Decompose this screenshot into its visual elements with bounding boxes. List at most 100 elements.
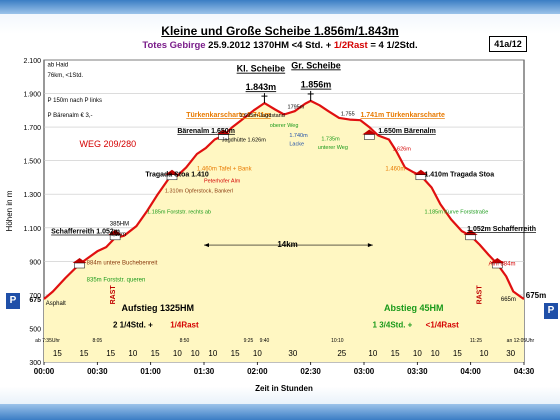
time-block-label: 15 — [80, 349, 89, 358]
y-tick-label: 1.900 — [23, 92, 41, 99]
chart-annotation: Türkenkarscharte 1.741m — [186, 112, 270, 119]
chart-annotation: 1.460m Tafel + Bank — [197, 167, 253, 173]
time-block-label: 30 — [288, 349, 297, 358]
x-tick-label: 01:30 — [194, 367, 215, 376]
chart-annotation: 675m — [526, 291, 546, 300]
chart-annotation: 1.856m — [301, 80, 332, 90]
rast-label: RAST — [110, 285, 117, 305]
chart-annotation: 1.310m Opferstock, Bankerl — [165, 189, 233, 195]
y-tick-label: 900 — [29, 259, 41, 266]
chart-annotation: P Bärenalm € 3,- — [48, 113, 93, 119]
chart-annotation: 1.185m Kurve Forststraße — [424, 210, 488, 216]
chart-annotation: ab Haid — [48, 63, 69, 69]
chart-annotation: 884m untere Buchebenreit — [87, 261, 158, 267]
chart-annotation: 76km, <1Std. — [48, 73, 84, 79]
x-tick-label: 03:00 — [354, 367, 375, 376]
y-tick-label: 1.100 — [23, 226, 41, 233]
y-tick-label: 500 — [29, 326, 41, 333]
chart-annotation: 1.185m Forststr. rechts ab — [147, 210, 211, 216]
chart-annotation: 835m Forststr. queren — [87, 277, 146, 283]
y-axis-label: Höhen in m — [5, 190, 14, 231]
house-roof — [165, 169, 179, 175]
chart-annotation: Kl. Scheibe — [237, 64, 286, 74]
parking-icon-left: P — [6, 293, 20, 309]
chart-annotation: <1/4Rast — [426, 321, 459, 330]
time-block-label: 15 — [231, 349, 240, 358]
subtitle-total: = 4 1/2Std. — [367, 40, 418, 51]
chart-annotation: 1 3/4Std. + — [373, 321, 413, 330]
chart-annotation: Peterhofer Alm — [204, 178, 241, 184]
x-tick-label: 04:00 — [460, 367, 481, 376]
clock-time-label: 10:10 — [331, 338, 344, 344]
house-roof — [413, 169, 428, 175]
y-tick-label: 2.100 — [23, 58, 41, 65]
chart-annotation: 1.843m — [246, 82, 277, 92]
time-block-label: 15 — [151, 349, 160, 358]
profile-area-layer — [43, 99, 525, 363]
chart-annotation: 1.741m Türkenkarscharte — [360, 112, 445, 119]
chart-annotation: 1.755 — [341, 111, 355, 117]
time-block-label: 10 — [191, 349, 200, 358]
subtitle-rast: 1/2Rast — [333, 40, 368, 51]
x-tick-label: 02:00 — [247, 367, 268, 376]
chart-annotation: Jagdhütte 1.626m — [222, 137, 266, 143]
house-body — [415, 174, 427, 181]
time-block-label: 15 — [453, 349, 462, 358]
house-body — [465, 234, 476, 241]
chart-annotation: 385HM — [110, 221, 129, 227]
chart-annotation: Asphalt — [46, 301, 66, 307]
time-block-label: 25 — [337, 349, 346, 358]
chart-annotation: oberer Weg — [270, 123, 299, 129]
chart-annotation: Lacke — [289, 142, 304, 148]
chart-annotation: Aufstieg 1325HM — [122, 303, 195, 313]
time-block-label: 10 — [413, 349, 422, 358]
bottom-gradient-bar — [0, 404, 560, 420]
chart-annotation: 1.650m Bärenalm — [378, 128, 436, 135]
profile-line — [43, 99, 525, 301]
clock-time-label: 8:50 — [180, 338, 190, 344]
distance-arrow-right — [367, 243, 373, 248]
chart-annotation: 1.460m — [385, 167, 405, 173]
chart-annotation: 1/4Rast — [170, 321, 199, 330]
house-roof — [72, 258, 87, 264]
clock-time-label: an 12:05Uhr — [507, 338, 535, 344]
clock-time-label: 9:40 — [260, 338, 270, 344]
chart-annotation: 1.740m — [289, 133, 308, 139]
y-tick-label: 1.300 — [23, 192, 41, 199]
chart-subtitle: Totes Gebirge 25.9.2012 1370HM <4 Std. +… — [0, 40, 560, 51]
top-gradient-bar — [0, 0, 560, 14]
axes-layer: 300 500 700 900 1.100 1.300 1.500 1.700 1.900 2.1… — [5, 58, 535, 393]
x-tick-label: 02:30 — [300, 367, 321, 376]
chart-annotation: Alm 884m — [488, 262, 515, 268]
chart-annotation: 1.052m Schafferreith — [467, 226, 536, 233]
house-body — [166, 174, 178, 181]
house-roof — [463, 229, 478, 235]
chart-annotation: unterer Weg — [318, 145, 348, 151]
time-block-label: 15 — [391, 349, 400, 358]
house-body — [364, 134, 375, 140]
chart-annotation: 14km — [277, 240, 297, 249]
time-block-label: 30 — [506, 349, 515, 358]
time-block-label: 10 — [208, 349, 217, 358]
time-block-label: 10 — [253, 349, 262, 358]
clock-time-label: 11:25 — [470, 338, 482, 344]
time-block-label: 10 — [480, 349, 489, 358]
clock-time-label: 8:05 — [92, 338, 102, 344]
time-block-label: 10 — [431, 349, 440, 358]
subtitle-region: Totes Gebirge — [142, 40, 206, 51]
time-block-label: 10 — [368, 349, 377, 358]
y-tick-label: 1.700 — [23, 125, 41, 132]
distance-arrow-left — [204, 243, 209, 248]
chart-annotation: WEG 209/280 — [80, 139, 137, 149]
chart-annotation: 1.410m Tragada Stoa — [424, 172, 494, 179]
clock-time-label: ab 7:35Uhr — [35, 338, 60, 344]
chart-annotation: Abstieg 45HM — [384, 303, 444, 313]
chart-annotation: 1.695m Jagdstand — [240, 113, 285, 119]
x-tick-label: 00:30 — [87, 367, 108, 376]
house-roof — [216, 129, 231, 135]
chart-annotation: Tragada Stoa 1.410 — [145, 172, 209, 179]
house-body — [109, 234, 121, 241]
x-tick-label: 00:00 — [34, 367, 55, 376]
marks-layer — [72, 90, 505, 269]
